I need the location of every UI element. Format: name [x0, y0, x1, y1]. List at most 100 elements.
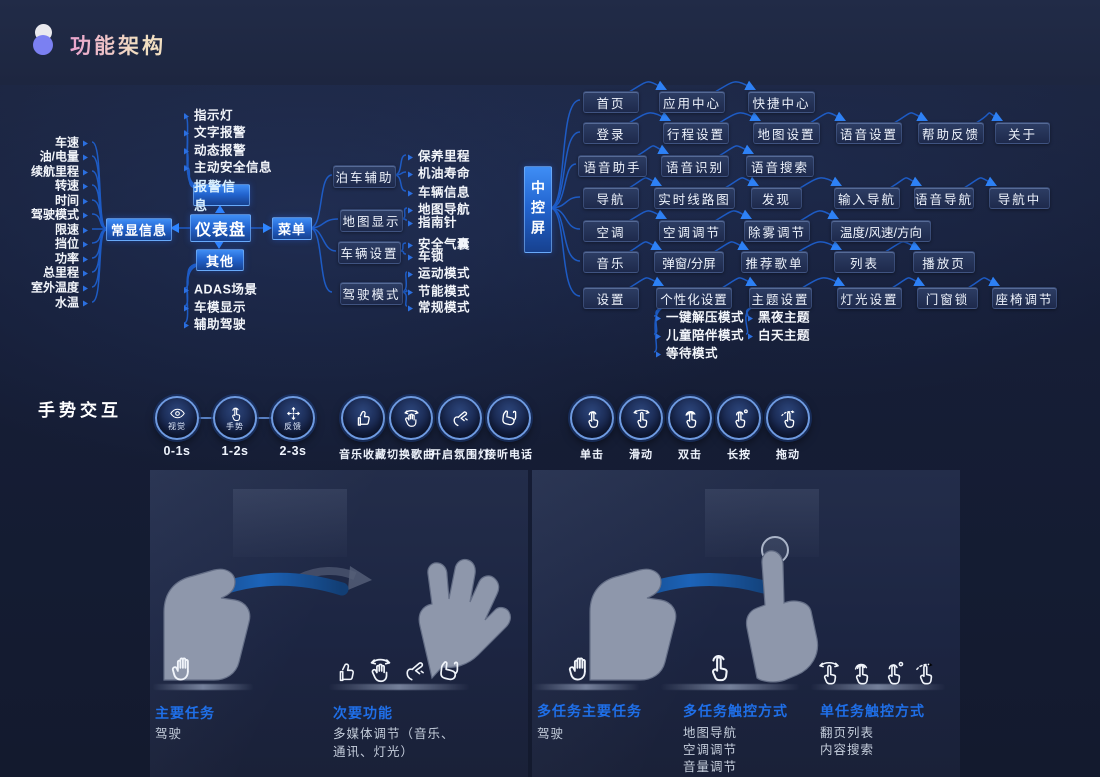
touch-circle: [766, 396, 810, 440]
gesture-label: 接听电话: [485, 449, 533, 461]
list-item: 限速: [55, 221, 88, 238]
map-node-branch: 地图显示: [340, 209, 403, 232]
map-node: 发现: [751, 187, 802, 209]
touch-label: 拖动: [776, 449, 800, 461]
single-screen-panel: 主要任务 驾驶 次要功能 多媒体调节（音乐、 通讯、灯光）: [150, 470, 528, 777]
hands-illustration: [589, 489, 819, 683]
map-node: 空调: [583, 220, 639, 242]
single-tap-icon: [702, 650, 735, 683]
finger-heart-icon: [402, 658, 428, 684]
map-node: 推荐歌单: [741, 251, 808, 273]
panel-text: 翻页列表: [820, 726, 875, 740]
map-node: 灯光设置: [837, 287, 902, 309]
list-item: 续航里程: [31, 163, 88, 180]
double-tap-icon: [848, 660, 874, 686]
light-shelf: [810, 684, 946, 690]
list-item: 功率: [55, 250, 88, 267]
finger-heart-icon: [450, 408, 471, 429]
eye-icon: [169, 405, 186, 422]
map-leaf: 白天主题: [748, 325, 810, 344]
touch-label: 长按: [727, 449, 751, 461]
map-leaf: 运动模式: [408, 263, 470, 282]
panel-heading: 多任务主要任务: [537, 703, 642, 719]
map-leaf: ADAS场景: [184, 279, 257, 298]
list-item: 驾驶模式: [31, 206, 88, 223]
map-node: 语音设置: [836, 122, 902, 144]
map-node-branch: 驾驶模式: [340, 282, 403, 305]
gesture-label: 开启氛围灯: [430, 449, 490, 461]
map-node: 实时线路图: [654, 187, 735, 209]
map-leaf: 黑夜主题: [748, 307, 810, 326]
phase-circle-gesture: 手势: [213, 396, 257, 440]
map-node-alarm-group: 报警信息: [193, 179, 250, 213]
swipe-icon: [816, 660, 842, 686]
map-node: 语音识别: [661, 155, 729, 177]
light-shelf: [152, 684, 254, 690]
hands-illustration: [163, 489, 512, 681]
long-press-icon: [729, 408, 750, 429]
map-leaf: 文字报警: [184, 122, 246, 141]
list-item: 挡位: [55, 235, 88, 252]
light-shelf: [660, 684, 800, 690]
gesture-circle: [389, 396, 433, 440]
thumbs-up-icon: [353, 408, 374, 429]
palm-icon: [168, 654, 198, 684]
tap-hand-icon: [227, 405, 244, 422]
long-press-icon: [880, 660, 906, 686]
map-node: 主题设置: [749, 287, 812, 309]
swipe-icon: [631, 408, 652, 429]
map-node: 座椅调节: [992, 287, 1057, 309]
dashboard-root-node: 仪表盘: [190, 214, 251, 242]
panel-text: 空调调节: [683, 743, 738, 757]
wave-hand-icon: [401, 408, 422, 429]
gesture-label: 音乐收藏: [339, 449, 387, 461]
map-leaf: 车锁: [408, 246, 444, 265]
map-node-other-group: 其他: [196, 249, 244, 271]
map-leaf: 等待模式: [656, 343, 718, 362]
shaka-hand-icon: [436, 658, 463, 685]
map-node: 空调调节: [659, 220, 725, 242]
phase-time: 0-1s: [163, 444, 191, 458]
map-leaf: 保养里程: [408, 146, 470, 165]
map-node: 个性化设置: [656, 287, 732, 309]
list-item: 时间: [55, 192, 88, 209]
light-shelf: [328, 684, 470, 690]
panel-heading: 次要功能: [333, 705, 393, 721]
map-leaf: 动态报警: [184, 140, 246, 159]
map-leaf: 车模显示: [184, 297, 246, 316]
map-node: 行程设置: [663, 122, 729, 144]
map-leaf: 指南针: [408, 212, 457, 231]
screen-root-node: 中控屏: [524, 166, 552, 253]
map-leaf: 辅助驾驶: [184, 314, 246, 333]
map-leaf: 一键解压模式: [656, 307, 744, 326]
list-item: 水温: [55, 294, 88, 311]
gesture-circle: [487, 396, 531, 440]
gesture-label: 切换歌曲: [387, 449, 435, 461]
phase-time: 2-3s: [279, 444, 307, 458]
touch-circle: [570, 396, 614, 440]
list-item: 室外温度: [31, 279, 88, 296]
map-node-left-group: 常显信息: [106, 218, 172, 241]
panel-text: 内容搜索: [820, 743, 875, 757]
light-shelf: [532, 684, 640, 690]
touch-circle: [668, 396, 712, 440]
panel-text: 音量调节: [683, 760, 738, 774]
palm-icon: [565, 654, 595, 684]
list-item: 车速: [55, 134, 88, 151]
map-node: 设置: [583, 287, 639, 309]
map-node: 导航中: [989, 187, 1050, 209]
list-item: 转速: [55, 177, 88, 194]
drag-icon: [778, 408, 799, 429]
multi-task-panel: 多任务主要任务 驾驶 多任务触控方式 地图导航 空调调节 音量调节 单任务触控方…: [532, 470, 960, 777]
map-node: 温度/风速/方向: [831, 220, 931, 242]
map-node: 音乐: [583, 251, 639, 273]
touch-label: 滑动: [629, 449, 653, 461]
panel-text: 多媒体调节（音乐、: [333, 727, 455, 741]
phase-time: 1-2s: [221, 444, 249, 458]
thumbs-up-icon: [334, 660, 359, 685]
touch-circle: [717, 396, 761, 440]
map-leaf: 主动安全信息: [184, 157, 272, 176]
map-node: 门窗锁: [917, 287, 978, 309]
map-node: 应用中心: [659, 91, 725, 113]
page-title: 功能架构: [70, 30, 166, 60]
